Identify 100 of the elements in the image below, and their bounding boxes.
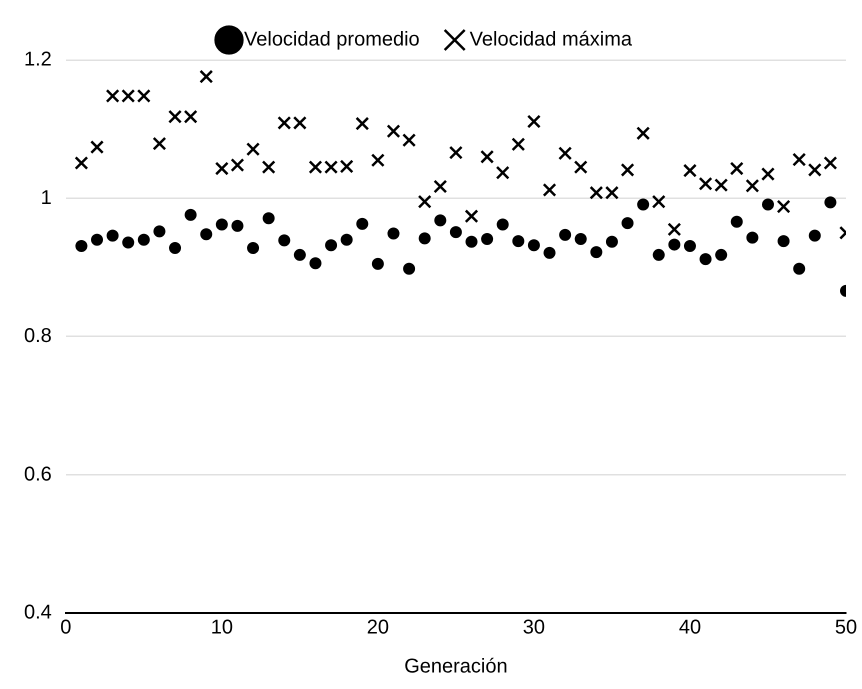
point (606, 236, 618, 248)
point (294, 248, 306, 261)
point (292, 116, 307, 130)
point (620, 163, 634, 177)
point (512, 235, 524, 248)
point (153, 225, 166, 238)
point (823, 156, 838, 170)
point (372, 258, 384, 270)
point (247, 242, 260, 254)
legend-label: Velocidad máxima (470, 28, 633, 51)
point (308, 160, 322, 174)
x-tick-label: 50 (834, 616, 858, 639)
point (403, 262, 416, 275)
point (730, 216, 743, 228)
point (636, 126, 650, 140)
point (184, 208, 197, 221)
x-tick-label: 20 (366, 616, 390, 639)
x-tick-label: 30 (522, 616, 546, 639)
point (74, 156, 88, 170)
point (464, 209, 478, 224)
point (511, 137, 526, 152)
x-tick-label: 0 (60, 616, 72, 639)
point (216, 218, 228, 231)
point (776, 200, 790, 214)
point (214, 162, 229, 176)
point (418, 232, 431, 244)
point (745, 178, 760, 193)
point (169, 242, 182, 254)
point (559, 228, 572, 241)
point (356, 218, 368, 230)
point (637, 198, 650, 210)
point (698, 176, 712, 191)
point (91, 234, 104, 246)
y-tick-label: 1 (40, 186, 52, 209)
point (574, 233, 587, 246)
point (106, 89, 120, 103)
point (340, 160, 354, 174)
point (496, 218, 509, 231)
point (730, 162, 744, 176)
point (340, 234, 353, 246)
point (652, 248, 665, 261)
point (808, 230, 821, 242)
point (309, 257, 322, 270)
point (138, 234, 150, 246)
point (433, 180, 448, 194)
point (558, 146, 572, 160)
point (152, 136, 166, 151)
point (481, 233, 494, 246)
x-axis-title: Generación (404, 656, 508, 678)
point (355, 116, 370, 130)
point (434, 214, 446, 226)
point (683, 164, 697, 178)
point (262, 160, 276, 174)
legend-label: Velocidad promedio (244, 28, 420, 51)
point (200, 228, 212, 240)
x-tick-label: 10 (210, 616, 233, 639)
point (528, 239, 540, 252)
point (622, 217, 634, 230)
y-tick-label: 0.4 (24, 602, 52, 624)
point (824, 196, 836, 208)
point (605, 186, 619, 200)
point (652, 194, 666, 209)
point (684, 240, 696, 252)
point (387, 228, 400, 240)
point (762, 198, 774, 210)
point (184, 110, 198, 124)
point (450, 226, 462, 238)
point (231, 220, 244, 232)
point (496, 166, 510, 180)
point (106, 230, 119, 242)
point (544, 246, 556, 259)
point (370, 153, 385, 168)
point (700, 253, 712, 266)
point (480, 150, 494, 164)
point (466, 236, 478, 248)
y-tick-label: 1.2 (24, 48, 52, 71)
point (527, 114, 541, 128)
point (574, 160, 588, 174)
point (448, 146, 463, 160)
point (278, 234, 290, 246)
point (793, 262, 806, 275)
point (199, 70, 214, 84)
x-tick-label: 40 (678, 616, 702, 639)
y-tick-label: 0.6 (24, 463, 52, 486)
point (792, 152, 806, 166)
point (746, 232, 758, 244)
point (230, 158, 244, 172)
point (667, 222, 682, 236)
point (121, 89, 136, 103)
point (590, 246, 602, 258)
point (324, 160, 338, 174)
point (778, 235, 790, 248)
y-tick-label: 0.8 (24, 325, 52, 348)
point (386, 124, 400, 138)
point (75, 240, 88, 252)
point (715, 248, 728, 261)
point (246, 142, 260, 156)
point (122, 236, 134, 248)
point (90, 140, 104, 154)
point (402, 133, 416, 148)
